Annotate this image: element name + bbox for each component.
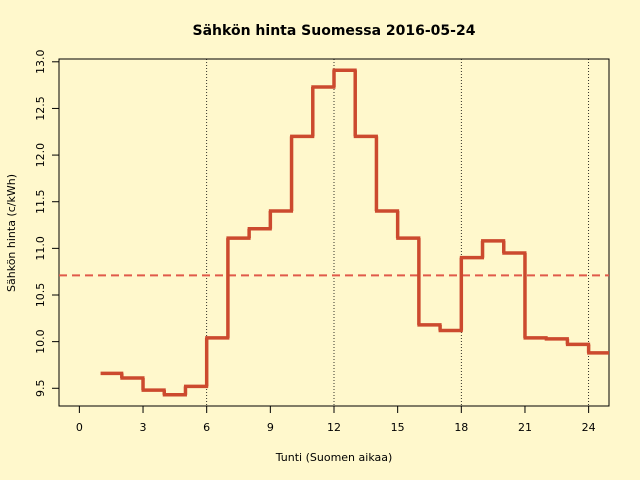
y-tick-label: 11.0 [34,236,47,261]
x-tick-label: 9 [267,421,274,434]
x-tick-label: 21 [518,421,532,434]
x-tick-label: 24 [582,421,596,434]
x-tick-label: 15 [391,421,405,434]
x-tick-label: 18 [454,421,468,434]
x-tick-label: 3 [140,421,147,434]
chart-title: Sähkön hinta Suomessa 2016-05-24 [193,23,476,39]
y-tick-label: 13.0 [34,50,47,75]
y-tick-label: 11.5 [34,189,47,214]
y-tick-label: 10.5 [34,283,47,308]
x-tick-label: 0 [76,421,83,434]
y-tick-label: 12.0 [34,143,47,168]
x-axis-label: Tunti (Suomen aikaa) [275,451,393,464]
y-axis-label: Sähkön hinta (c/kWh) [5,174,18,292]
y-tick-label: 9.5 [34,380,47,398]
x-tick-label: 6 [203,421,210,434]
x-tick-label: 12 [327,421,341,434]
y-tick-label: 12.5 [34,96,47,121]
y-tick-label: 10.0 [34,329,47,354]
